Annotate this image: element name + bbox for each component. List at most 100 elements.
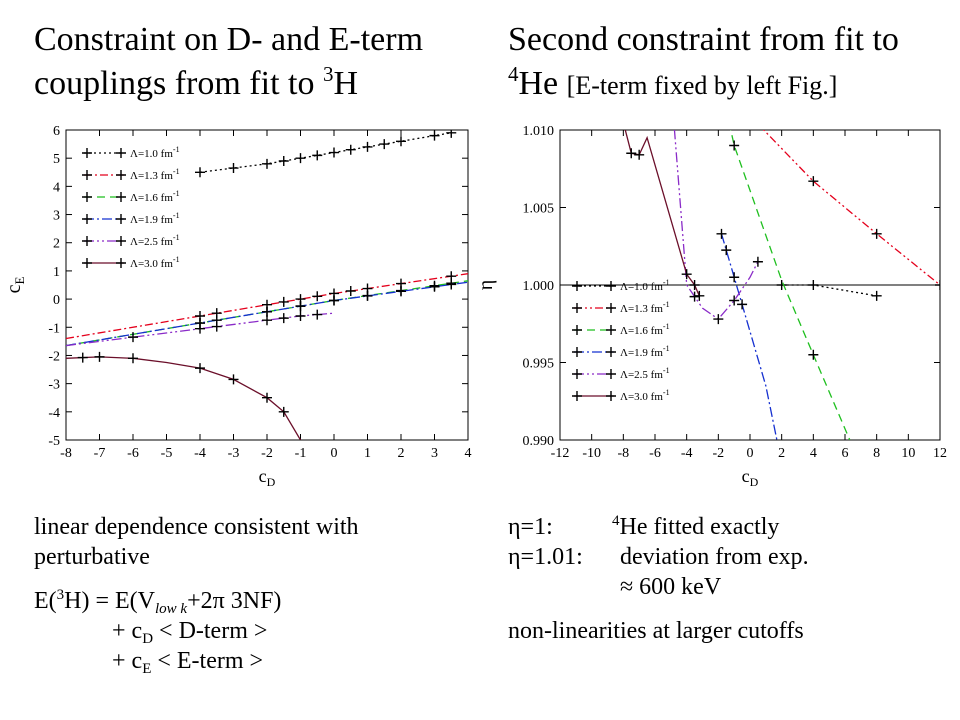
series--3-0-fm-1-marker (77, 352, 88, 363)
legend-marker (606, 347, 616, 357)
series--2-5-fm-1-marker (295, 311, 306, 321)
x-tick-label: 0 (747, 446, 754, 461)
left-heading: Constraint on D- and E-term couplings fr… (34, 18, 423, 106)
series--2-5-fm-1-marker (713, 314, 724, 325)
left-caption-line1: linear dependence consistent with (34, 514, 359, 540)
legend-marker (572, 369, 582, 379)
legend-marker (82, 170, 92, 180)
x-tick-label: -3 (228, 446, 240, 461)
legend-label: Λ=2.5 fm-1 (620, 366, 670, 381)
y-tick-label: -2 (48, 349, 60, 364)
series--1-9-fm-1-marker (737, 299, 748, 310)
x-tick-label: 4 (465, 446, 472, 461)
legend-label: Λ=1.6 fm-1 (620, 322, 670, 337)
y-tick-label: 1.000 (523, 279, 555, 294)
y-tick-label: -3 (48, 378, 60, 393)
x-axis-label: cD (742, 466, 759, 489)
right-heading-line1: Second constraint from fit to (508, 21, 899, 58)
series--1-6-fm-1-marker (808, 349, 819, 360)
legend-marker (572, 281, 582, 291)
y-tick-label: 3 (53, 209, 60, 224)
series--3-0-fm-1-marker (681, 269, 692, 280)
legend-label-sup: -1 (663, 322, 670, 331)
series--2-5-fm-1-marker (752, 256, 763, 267)
legend-marker (116, 192, 126, 202)
x-tick-label: -7 (94, 446, 106, 461)
y-tick-label: 0.995 (523, 357, 555, 372)
y-tick-label: 2 (53, 237, 60, 252)
series--3-0-fm-1-marker (626, 148, 637, 159)
equation-line2: + cD < D-term > (112, 618, 268, 647)
right-caption-row3: ≈ 600 keV (620, 574, 722, 600)
y-axis-label-sub: E (12, 277, 27, 285)
legend-label-sup: -1 (663, 366, 670, 375)
x-tick-label: -10 (582, 446, 601, 461)
legend-label-sup: -1 (173, 167, 180, 176)
series--1-9-fm-1-marker (262, 306, 272, 317)
y-tick-label: -4 (48, 406, 60, 421)
series--1-0-fm-1-marker (329, 147, 339, 158)
legend-label: Λ=1.6 fm-1 (130, 189, 180, 204)
legend-marker (572, 347, 582, 357)
left-caption-line2: perturbative (34, 544, 150, 570)
series--3-0-fm-1-marker (278, 406, 289, 417)
x-tick-label: 3 (431, 446, 438, 461)
series--1-3-fm-1-marker (312, 291, 323, 302)
y-axis-label: η (475, 280, 497, 290)
legend-marker (116, 148, 126, 158)
series--1-6-fm-1-marker (729, 140, 740, 151)
x-tick-label: 1 (364, 446, 371, 461)
series--3-0-fm-1-marker (228, 374, 239, 385)
y-tick-label: 6 (53, 124, 60, 139)
series--1-3-fm-1-marker (808, 176, 819, 187)
series--1-0-fm-1-marker (871, 290, 882, 301)
x-tick-label: -2 (712, 446, 724, 461)
series--2-5-fm-1-marker (195, 323, 205, 334)
series--1-3-fm-1-line (762, 130, 940, 286)
x-axis-label: cD (259, 466, 276, 489)
cE-vs-cD-chart: -8 -7 -6 -5 -4 -3 -2 -1 0 1 2 3 4 -5 -4 -3 -2 -1 0 1 2 3 4 5 6 cD… (3, 124, 472, 489)
y-tick-label: 0 (53, 293, 60, 308)
legend-marker (572, 325, 582, 335)
series--1-9-fm-1-marker (716, 228, 727, 239)
series--1-0-fm-1-marker (429, 130, 440, 141)
series--2-5-fm-1-marker (211, 321, 222, 332)
legend-label-sup: -1 (173, 145, 180, 154)
x-tick-label: 2 (398, 446, 405, 461)
series--1-9-fm-1-marker (429, 281, 440, 292)
x-tick-label: 12 (933, 446, 947, 461)
x-tick-label: 10 (901, 446, 915, 461)
series--1-3-fm-1-marker (345, 285, 356, 296)
x-tick-label: -8 (617, 446, 629, 461)
series--1-0-fm-1-marker (262, 158, 272, 169)
x-tick-label: 4 (810, 446, 817, 461)
legend-marker (116, 170, 126, 180)
series--1-0-fm-1-marker (195, 167, 205, 178)
left-heading-line1: Constraint on D- and E-term (34, 21, 424, 58)
series--1-0-fm-1-marker (345, 144, 356, 155)
x-tick-label: -6 (127, 446, 139, 461)
series--1-9-fm-1-line (720, 233, 778, 440)
right-caption-row4: non-linearities at larger cutoffs (508, 618, 804, 644)
series--3-0-fm-1-marker (262, 392, 272, 403)
series--1-0-fm-1-marker (776, 280, 787, 290)
x-tick-label: 0 (331, 446, 338, 461)
x-tick-label: 2 (778, 446, 785, 461)
y-tick-label: 4 (53, 180, 60, 195)
series--3-0-fm-1-marker (128, 353, 138, 364)
series--3-0-fm-1-marker (195, 363, 205, 374)
x-tick-label: -4 (194, 446, 206, 461)
right-heading-line2: 4He [E-term fixed by left Fig.] (508, 62, 838, 103)
series--1-3-fm-1-marker (278, 296, 289, 307)
series--2-5-fm-1-marker (128, 332, 138, 343)
plot-area (66, 130, 468, 440)
legend-marker (606, 303, 616, 313)
legend-label: Λ=2.5 fm-1 (130, 233, 180, 248)
legend-label-sup: -1 (663, 388, 670, 397)
series--1-0-fm-1-marker (446, 130, 457, 138)
equation-line3: + cE < E-term > (112, 648, 264, 677)
legend-label: Λ=3.0 fm-1 (620, 388, 670, 403)
y-axis-label: cE (3, 277, 27, 294)
legend-label-sup: -1 (173, 189, 180, 198)
series--3-0-fm-1-line (66, 356, 302, 440)
